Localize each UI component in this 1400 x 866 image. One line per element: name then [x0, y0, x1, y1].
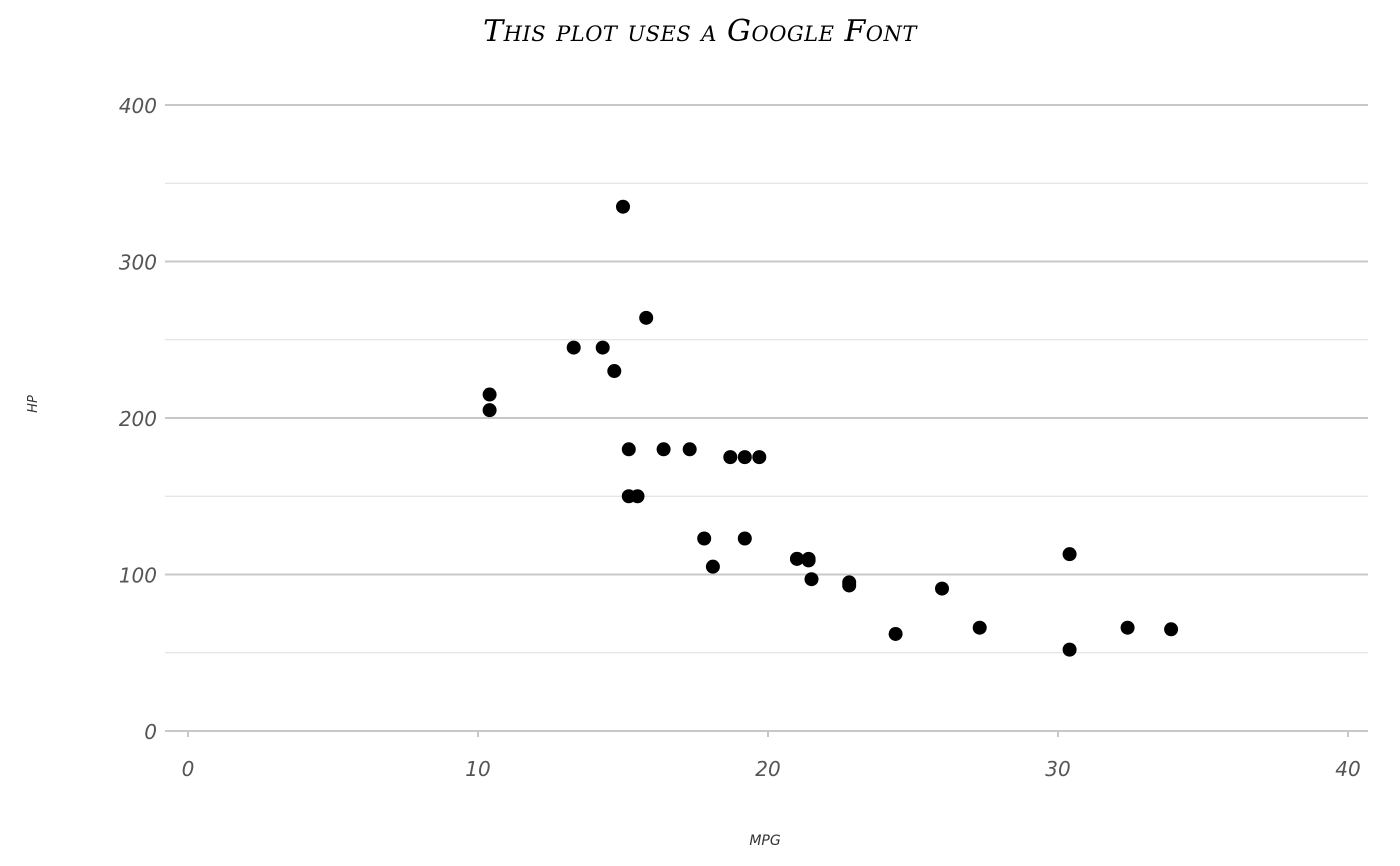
y-tick-label: 0	[144, 720, 157, 744]
y-axis-label: hp	[21, 395, 42, 413]
y-tick-label: 300	[119, 251, 157, 275]
data-point	[1062, 642, 1077, 657]
data-point	[888, 626, 903, 641]
data-point	[639, 310, 654, 325]
y-tick-label: 400	[119, 94, 157, 118]
x-axis-label: mpg	[749, 826, 781, 850]
data-point	[482, 403, 497, 418]
chart-title: This plot uses a Google Font	[483, 14, 917, 49]
data-point	[723, 450, 738, 465]
data-point	[607, 364, 622, 379]
data-point	[656, 442, 671, 457]
data-point	[616, 199, 630, 214]
y-tick-label: 200	[119, 407, 157, 431]
data-point	[682, 442, 697, 457]
data-point	[737, 531, 752, 546]
data-point	[804, 572, 819, 587]
data-point	[595, 340, 610, 355]
data-point	[737, 450, 752, 465]
x-tick-label: 10	[465, 757, 490, 781]
data-point	[621, 442, 636, 457]
data-point	[697, 531, 712, 546]
y-tick-label: 100	[119, 564, 157, 588]
data-point	[801, 553, 816, 568]
data-point	[621, 489, 636, 504]
data-point	[752, 450, 767, 465]
data-point	[1164, 622, 1179, 637]
data-point	[1120, 620, 1135, 635]
data-point	[972, 620, 987, 635]
x-tick-label: 0	[182, 757, 195, 781]
x-tick-label: 40	[1335, 757, 1360, 781]
data-point	[790, 551, 804, 566]
data-point	[482, 387, 497, 402]
data-point	[935, 581, 949, 596]
data-point	[1062, 547, 1077, 562]
x-tick-label: 20	[755, 757, 780, 781]
data-point	[842, 575, 857, 590]
data-point	[566, 340, 581, 355]
x-tick-label: 30	[1045, 757, 1070, 781]
data-point	[705, 559, 720, 574]
